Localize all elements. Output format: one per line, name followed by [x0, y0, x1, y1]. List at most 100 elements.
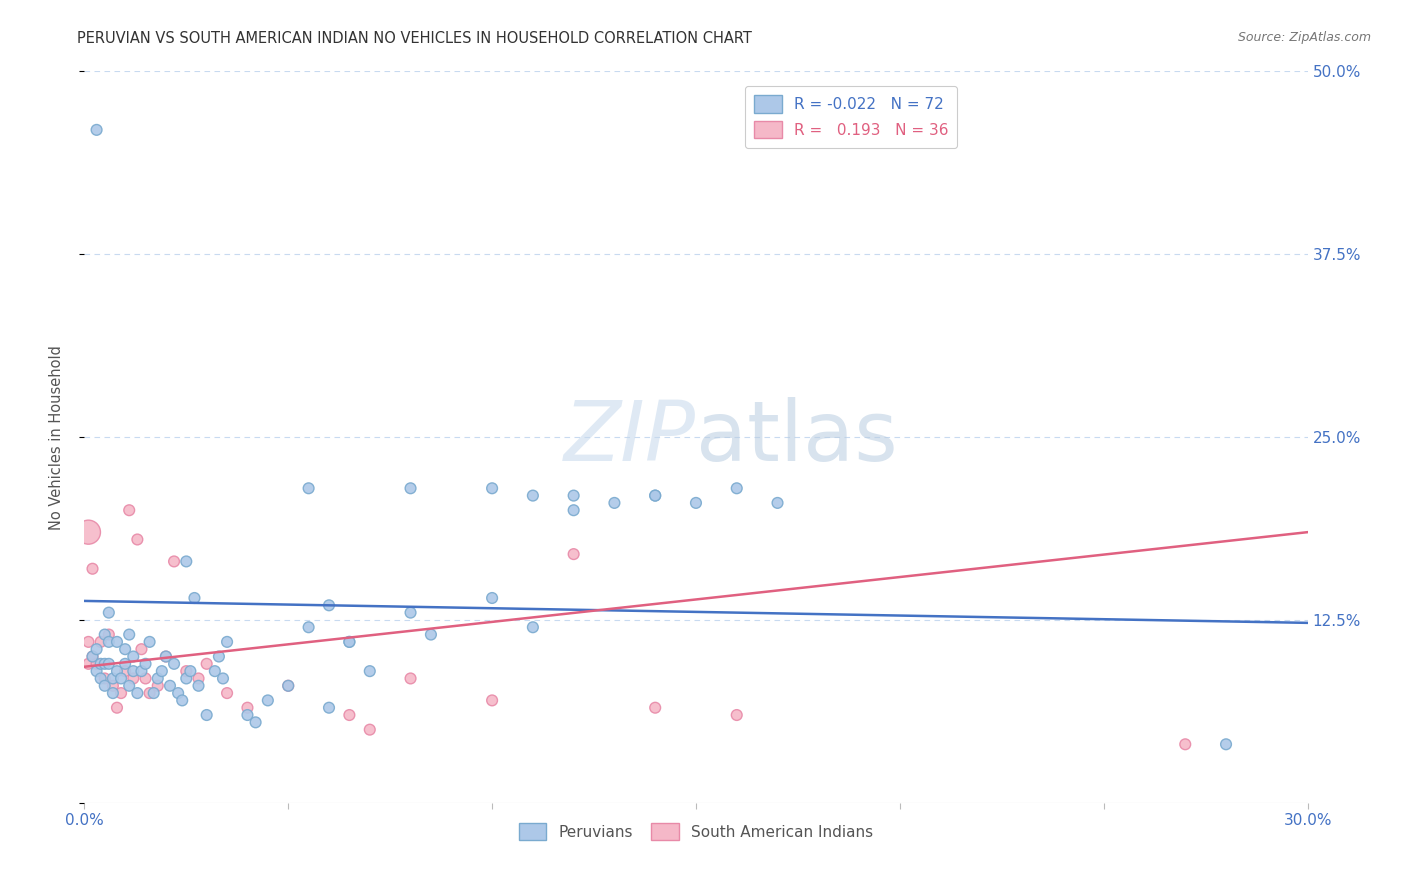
Point [208, 649, 231, 664]
Point [179, 664, 201, 678]
Point [298, 481, 321, 495]
Point [257, 693, 280, 707]
Point [725, 481, 748, 495]
Legend: Peruvians, South American Indians: Peruvians, South American Indians [513, 816, 879, 847]
Point [187, 672, 209, 686]
Point [114, 664, 136, 678]
Point [86, 664, 108, 678]
Point [127, 533, 149, 547]
Point [174, 554, 197, 568]
Point [245, 715, 267, 730]
Point [90, 635, 112, 649]
Point [105, 635, 128, 649]
Point [101, 672, 124, 686]
Point [204, 664, 226, 678]
Point [131, 642, 153, 657]
Point [146, 679, 169, 693]
Point [77, 635, 100, 649]
Point [135, 672, 157, 686]
Point [77, 525, 100, 540]
Point [522, 489, 544, 503]
Point [90, 657, 112, 671]
Point [562, 547, 585, 561]
Point [183, 591, 205, 605]
Point [86, 642, 108, 657]
Y-axis label: No Vehicles in Household: No Vehicles in Household [49, 344, 63, 530]
Point [155, 649, 177, 664]
Point [110, 672, 132, 686]
Point [217, 686, 239, 700]
Point [195, 708, 218, 723]
Point [122, 672, 145, 686]
Point [97, 657, 120, 671]
Point [298, 620, 321, 634]
Point [122, 664, 145, 678]
Point [562, 489, 585, 503]
Point [603, 496, 626, 510]
Point [110, 686, 132, 700]
Point [644, 489, 666, 503]
Point [118, 627, 141, 641]
Point [212, 672, 235, 686]
Point [159, 679, 181, 693]
Point [138, 686, 160, 700]
Point [105, 700, 128, 714]
Point [339, 635, 361, 649]
Point [195, 657, 218, 671]
Point [172, 693, 194, 707]
Point [127, 686, 149, 700]
Point [481, 591, 503, 605]
Point [399, 481, 422, 495]
Point [122, 649, 145, 664]
Text: ZIP: ZIP [564, 397, 696, 477]
Text: PERUVIAN VS SOUTH AMERICAN INDIAN NO VEHICLES IN HOUSEHOLD CORRELATION CHART: PERUVIAN VS SOUTH AMERICAN INDIAN NO VEH… [77, 31, 752, 46]
Point [155, 649, 177, 664]
Text: Source: ZipAtlas.com: Source: ZipAtlas.com [1237, 31, 1371, 45]
Point [481, 693, 503, 707]
Point [93, 679, 115, 693]
Point [644, 489, 666, 503]
Point [399, 606, 422, 620]
Point [86, 123, 108, 137]
Point [766, 496, 789, 510]
Point [101, 686, 124, 700]
Point [420, 627, 443, 641]
Point [90, 672, 112, 686]
Point [150, 664, 173, 678]
Point [685, 496, 707, 510]
Point [97, 635, 120, 649]
Point [118, 503, 141, 517]
Point [97, 627, 120, 641]
Point [1174, 737, 1197, 751]
Point [114, 657, 136, 671]
Point [187, 679, 209, 693]
Point [277, 679, 299, 693]
Point [481, 481, 503, 495]
Point [93, 657, 115, 671]
Point [163, 657, 186, 671]
Point [138, 635, 160, 649]
Point [82, 562, 104, 576]
Point [131, 664, 153, 678]
Point [359, 664, 381, 678]
Point [236, 708, 259, 723]
Point [277, 679, 299, 693]
Point [217, 635, 239, 649]
Point [1215, 737, 1237, 751]
Point [105, 664, 128, 678]
Point [118, 679, 141, 693]
Point [522, 620, 544, 634]
Point [359, 723, 381, 737]
Point [114, 642, 136, 657]
Point [174, 672, 197, 686]
Point [399, 672, 422, 686]
Point [77, 657, 100, 671]
Point [318, 700, 340, 714]
Point [142, 686, 165, 700]
Point [163, 554, 186, 568]
Point [146, 672, 169, 686]
Point [318, 599, 340, 613]
Point [562, 503, 585, 517]
Point [236, 700, 259, 714]
Text: atlas: atlas [696, 397, 897, 477]
